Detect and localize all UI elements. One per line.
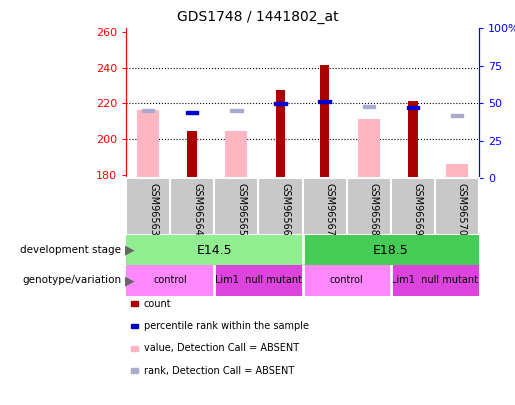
Bar	[230, 109, 243, 112]
Text: value, Detection Call = ABSENT: value, Detection Call = ABSENT	[144, 343, 299, 353]
Text: GSM96563: GSM96563	[148, 183, 158, 236]
Text: Lim1  null mutant: Lim1 null mutant	[215, 275, 302, 286]
Bar	[303, 235, 479, 265]
Text: GSM96570: GSM96570	[457, 183, 467, 236]
Bar	[451, 114, 463, 117]
Bar	[214, 265, 303, 296]
Text: control: control	[153, 275, 187, 286]
Text: development stage: development stage	[20, 245, 121, 255]
Bar	[126, 265, 214, 296]
Bar	[358, 119, 380, 178]
Text: ▶: ▶	[125, 274, 135, 287]
Bar	[303, 265, 391, 296]
Bar	[126, 235, 303, 265]
Text: Lim1  null mutant: Lim1 null mutant	[391, 275, 478, 286]
Text: GSM96569: GSM96569	[413, 183, 423, 236]
Text: control: control	[330, 275, 364, 286]
Text: percentile rank within the sample: percentile rank within the sample	[144, 321, 308, 331]
Text: GSM96564: GSM96564	[192, 183, 202, 236]
Bar	[446, 164, 468, 178]
Text: GSM96567: GSM96567	[324, 183, 335, 236]
Bar	[187, 131, 197, 178]
Text: E14.5: E14.5	[197, 243, 232, 257]
Text: GSM96568: GSM96568	[369, 183, 379, 236]
Bar	[391, 265, 479, 296]
Bar	[318, 100, 331, 103]
Bar	[407, 106, 419, 109]
Text: E18.5: E18.5	[373, 243, 408, 257]
Bar	[142, 109, 154, 112]
Bar	[137, 111, 159, 178]
Bar	[320, 65, 330, 178]
Text: genotype/variation: genotype/variation	[22, 275, 121, 286]
Text: count: count	[144, 299, 171, 309]
Text: GDS1748 / 1441802_at: GDS1748 / 1441802_at	[177, 10, 338, 24]
Text: GSM96565: GSM96565	[236, 183, 246, 236]
Text: rank, Detection Call = ABSENT: rank, Detection Call = ABSENT	[144, 366, 294, 375]
Text: ▶: ▶	[125, 243, 135, 257]
Bar	[226, 131, 247, 178]
Bar	[186, 111, 198, 114]
Bar	[276, 90, 285, 178]
Bar	[408, 100, 418, 178]
Text: GSM96566: GSM96566	[281, 183, 290, 236]
Bar	[274, 102, 287, 105]
Bar	[363, 105, 375, 109]
